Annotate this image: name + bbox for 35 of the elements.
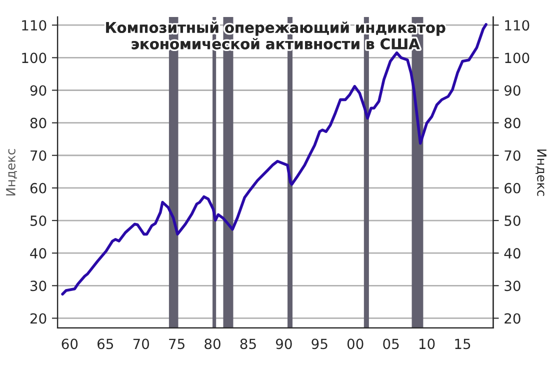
x-tick-label: 70 [133, 338, 150, 350]
x-tick-label: 80 [204, 338, 220, 350]
x-tick-label: 15 [455, 338, 470, 350]
y2-tick-label: 60 [504, 182, 520, 194]
y2-tick-label: 70 [504, 150, 520, 161]
x-tick-label: 65 [98, 338, 114, 350]
x-tick-label: 85 [240, 338, 256, 350]
x-tick-label: 05 [383, 338, 399, 350]
y2-tick-label: 100 [505, 52, 530, 64]
x-tick-label: 00 [347, 338, 364, 350]
y-tick-label: 90 [30, 85, 46, 96]
y-axis-title: Индекс [6, 149, 17, 196]
y2-axis-title: Индекс [536, 150, 546, 196]
y-tick-label: 70 [30, 150, 46, 161]
y-tick-label: 50 [30, 215, 46, 226]
y2-tick-label: 110 [505, 20, 530, 31]
y-tick-label: 80 [30, 118, 46, 128]
y2-tick-label: 90 [504, 85, 520, 96]
y-tick-label: 40 [30, 248, 46, 259]
x-tick-label: 90 [276, 338, 292, 350]
y-tick-label: 110 [22, 20, 46, 31]
y2-tick-label: 80 [504, 118, 520, 128]
x-tick-label: 60 [62, 338, 78, 350]
y-tick-label: 60 [30, 182, 46, 194]
y2-tick-label: 20 [504, 313, 520, 324]
y-tick-label: 20 [30, 313, 46, 324]
line-series [61, 23, 488, 296]
y-tick-label: 30 [30, 280, 46, 292]
x-tick-label: 95 [312, 338, 328, 350]
y-tick-label: 100 [22, 52, 46, 64]
x-tick-label: 75 [169, 338, 184, 350]
y2-tick-label: 30 [504, 280, 520, 292]
x-tick-label: 10 [419, 338, 435, 350]
y2-tick-label: 40 [504, 248, 520, 259]
y2-tick-label: 50 [504, 215, 520, 226]
